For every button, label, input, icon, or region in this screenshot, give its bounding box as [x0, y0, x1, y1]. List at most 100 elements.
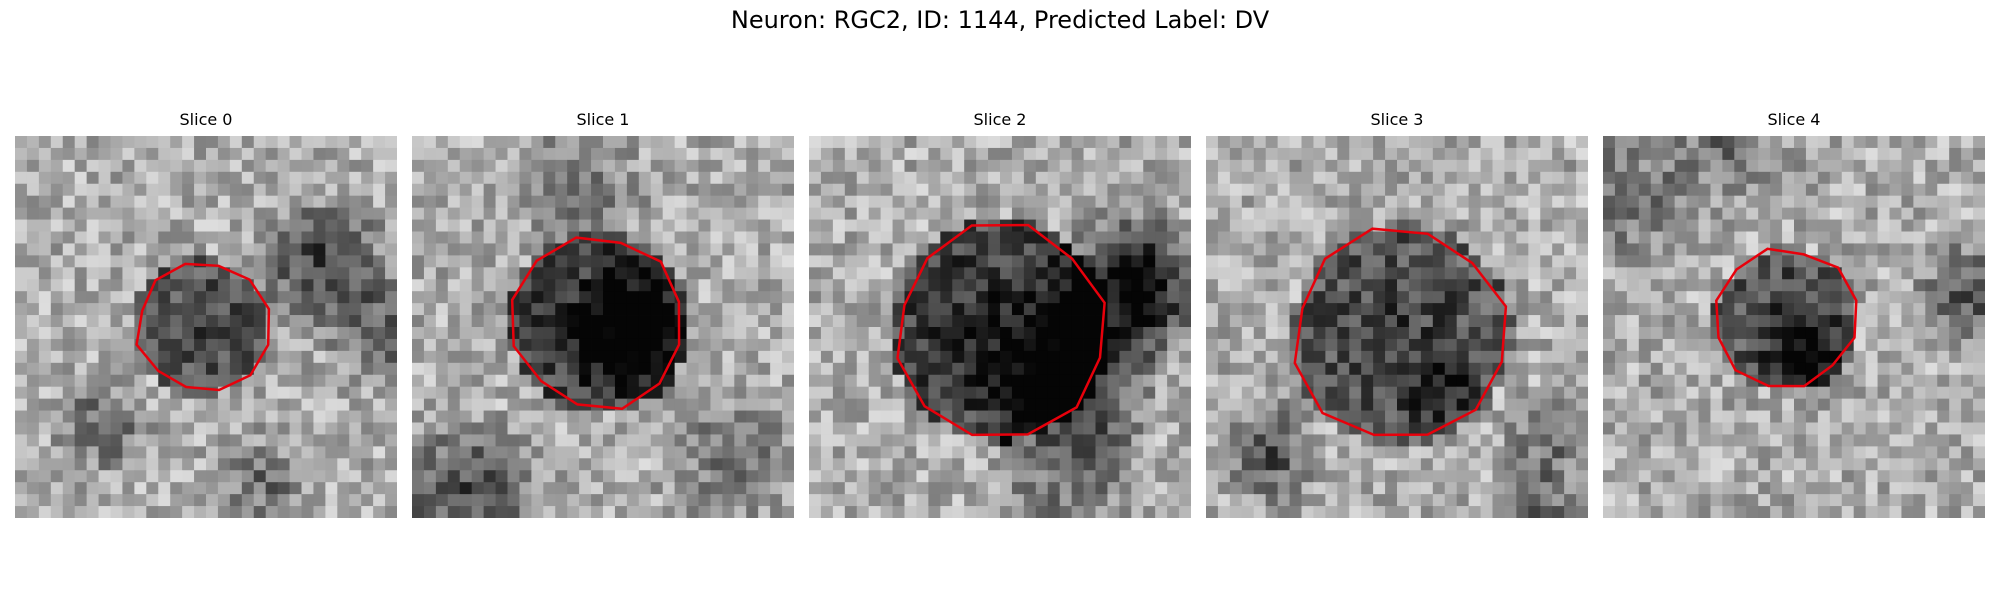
pixel: [277, 338, 290, 352]
pixel: [1698, 398, 1711, 411]
pixel: [638, 362, 652, 376]
pixel: [1131, 219, 1144, 232]
pixel: [337, 255, 350, 268]
pixel: [1456, 303, 1470, 316]
pixel: [1397, 303, 1410, 316]
pixel: [1444, 506, 1458, 518]
pixel: [1650, 303, 1664, 316]
pixel: [531, 159, 544, 173]
pixel: [1217, 458, 1231, 471]
pixel: [1456, 315, 1470, 328]
pixel: [1782, 362, 1795, 376]
pixel: [1397, 267, 1410, 280]
pixel: [38, 147, 52, 161]
pixel: [1686, 255, 1699, 268]
pixel: [1686, 303, 1699, 316]
pixel: [1722, 410, 1735, 423]
pixel: [1913, 338, 1926, 352]
pixel: [844, 267, 858, 280]
pixel: [122, 327, 135, 340]
pixel: [229, 207, 243, 220]
pixel: [349, 482, 362, 495]
pixel: [710, 434, 723, 447]
pixel: [217, 362, 231, 376]
pixel: [98, 458, 111, 471]
pixel: [74, 267, 88, 280]
pixel: [1337, 494, 1350, 507]
pixel: [146, 267, 159, 280]
pixel: [1973, 398, 1985, 411]
pixel: [1241, 231, 1255, 244]
pixel: [1337, 398, 1350, 411]
pixel: [1131, 279, 1144, 292]
pixel: [782, 195, 794, 209]
pixel: [1504, 374, 1517, 388]
pixel: [940, 315, 953, 328]
pixel: [1143, 338, 1156, 352]
pixel: [1265, 362, 1279, 376]
pixel: [1444, 207, 1458, 220]
pixel: [626, 458, 640, 471]
pixel: [1301, 327, 1314, 340]
pixel: [182, 147, 195, 161]
pixel: [770, 398, 783, 411]
pixel: [507, 171, 520, 185]
pixel: [904, 267, 917, 280]
pixel: [928, 422, 941, 435]
pixel: [1961, 291, 1974, 304]
pixel: [1217, 338, 1231, 352]
pixel: [770, 171, 783, 185]
pixel: [1603, 386, 1616, 400]
pixel: [1877, 327, 1890, 340]
pixel: [98, 434, 111, 447]
pixel: [1901, 386, 1914, 400]
pixel: [1277, 207, 1290, 220]
pixel: [1083, 231, 1096, 244]
pixel: [1528, 327, 1541, 340]
pixel: [940, 136, 953, 149]
pixel: [782, 147, 794, 161]
pixel: [1564, 374, 1577, 388]
pixel: [579, 386, 592, 400]
pixel: [1071, 506, 1084, 518]
pixel: [1770, 374, 1783, 388]
pixel: [1841, 231, 1855, 244]
pixel: [1083, 327, 1096, 340]
pixel: [1710, 434, 1723, 447]
pixel: [1456, 470, 1470, 483]
pixel: [1973, 147, 1985, 161]
pixel: [385, 506, 397, 518]
pixel: [182, 482, 195, 495]
pixel: [758, 362, 771, 376]
pixel: [1206, 374, 1219, 388]
pixel: [964, 159, 977, 173]
pixel: [1179, 470, 1191, 483]
pixel: [1143, 327, 1156, 340]
pixel: [1770, 136, 1783, 149]
pixel: [1650, 279, 1664, 292]
pixel: [579, 362, 592, 376]
pixel: [650, 219, 664, 232]
pixel: [373, 410, 386, 423]
pixel: [809, 159, 822, 173]
pixel: [531, 136, 544, 149]
pixel: [591, 231, 604, 244]
pixel: [1492, 207, 1505, 220]
pixel: [1841, 350, 1855, 364]
pixel: [1420, 147, 1434, 161]
pixel: [1650, 327, 1664, 340]
pixel: [662, 136, 676, 149]
pixel: [1083, 338, 1096, 352]
pixel: [591, 482, 604, 495]
pixel: [531, 422, 544, 435]
pixel: [1071, 195, 1084, 209]
pixel: [385, 362, 397, 376]
pixel: [746, 434, 759, 447]
pixel: [62, 183, 76, 197]
pixel: [555, 410, 568, 423]
pixel: [447, 410, 461, 423]
pixel: [880, 506, 893, 518]
pixel: [194, 434, 207, 447]
pixel: [412, 482, 425, 495]
pixel: [531, 458, 544, 471]
